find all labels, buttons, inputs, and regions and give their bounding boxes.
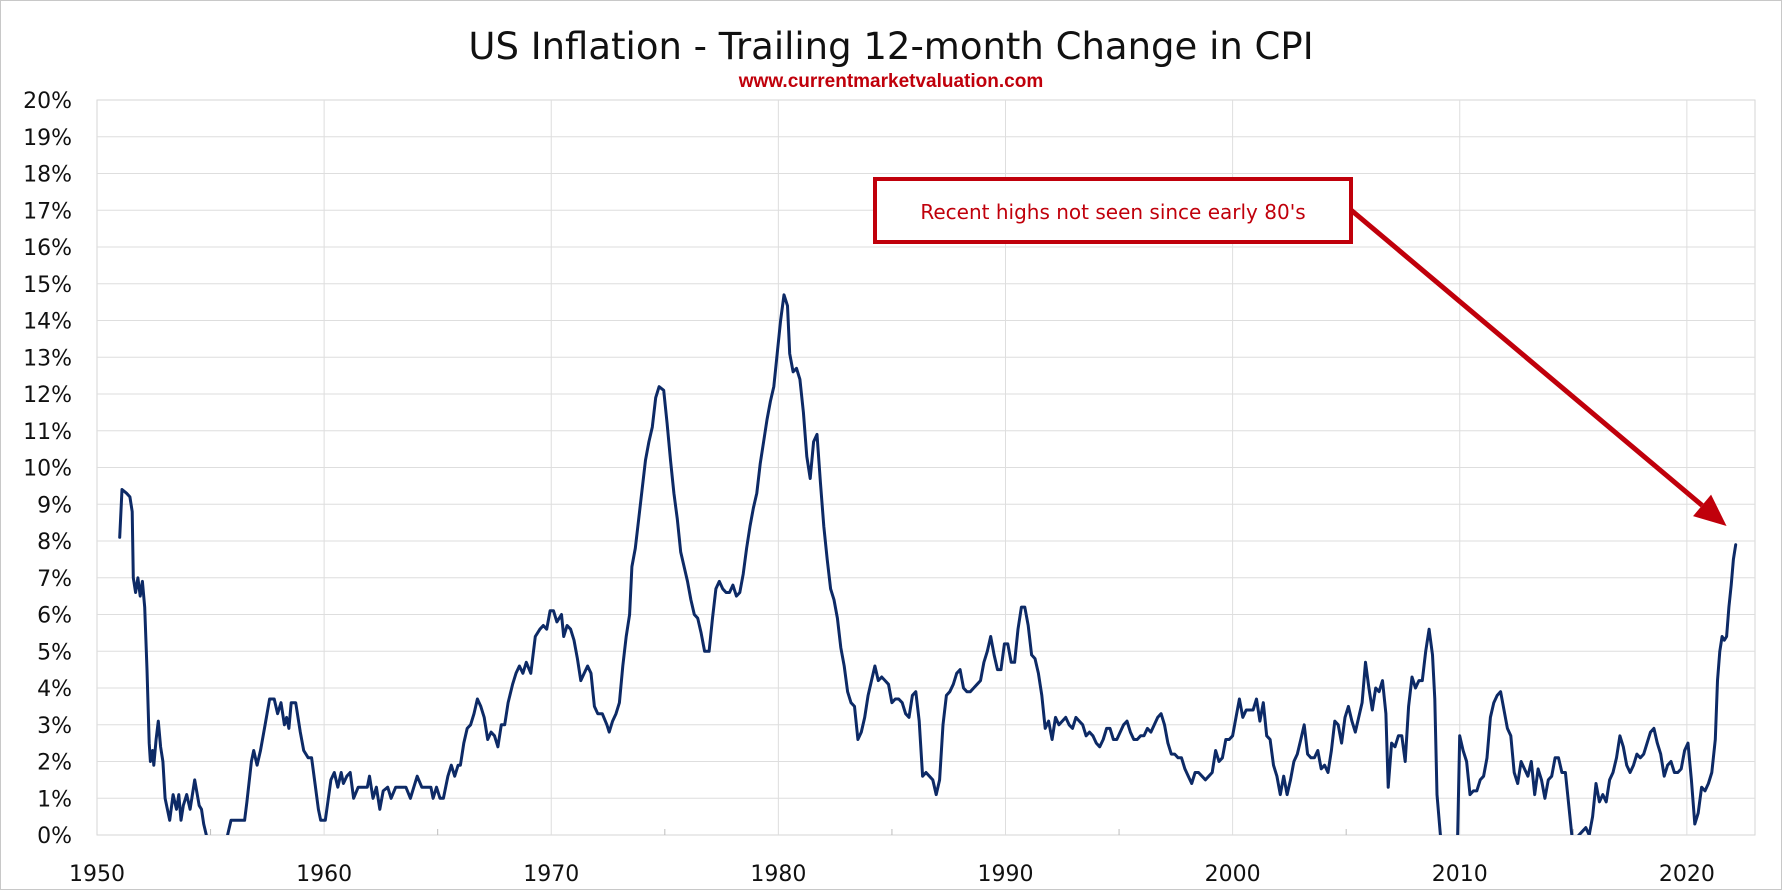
x-tick-label: 1980 xyxy=(750,862,806,887)
cpi-series-line xyxy=(118,293,1738,835)
y-axis: 0% 1% 2% 3% 4% 5% 6% 7% 8% 9% 10% 11% 12% 13% 14% 15% 16… xyxy=(23,89,72,849)
y-tick-label: 14% xyxy=(23,310,72,335)
y-tick-label: 11% xyxy=(23,420,72,445)
y-tick-label: 2% xyxy=(37,751,72,776)
annotation: Recent highs not seen since early 80's xyxy=(873,177,1727,526)
y-tick-label: 3% xyxy=(37,714,72,739)
y-tick-label: 7% xyxy=(37,567,72,592)
x-tick-label: 2010 xyxy=(1432,862,1488,887)
y-tick-label: 15% xyxy=(23,273,72,298)
x-tick-label: 1960 xyxy=(296,862,352,887)
x-tick-label: 1950 xyxy=(69,862,125,887)
x-tick-label: 2020 xyxy=(1659,862,1715,887)
chart-title: US Inflation - Trailing 12-month Change … xyxy=(468,25,1313,68)
y-tick-label: 5% xyxy=(37,640,72,665)
y-tick-label: 1% xyxy=(37,787,72,812)
y-tick-label: 20% xyxy=(23,89,72,114)
annotation-arrow xyxy=(1349,208,1704,508)
y-tick-label: 0% xyxy=(37,824,72,849)
x-tick-label: 1990 xyxy=(977,862,1033,887)
y-tick-label: 9% xyxy=(37,493,72,518)
annotation-arrowhead xyxy=(1693,494,1727,526)
y-tick-label: 4% xyxy=(37,677,72,702)
y-tick-label: 17% xyxy=(23,199,72,224)
y-tick-label: 10% xyxy=(23,457,72,482)
y-tick-label: 8% xyxy=(37,530,72,555)
chart-subtitle: www.currentmarketvaluation.com xyxy=(738,71,1043,92)
y-tick-label: 19% xyxy=(23,126,72,151)
y-tick-label: 12% xyxy=(23,383,72,408)
y-tick-label: 13% xyxy=(23,346,72,371)
x-axis: 1950 1960 1970 1980 1990 2000 2010 2020 xyxy=(69,862,1715,887)
x-tick-label: 2000 xyxy=(1205,862,1261,887)
x-tick-label: 1970 xyxy=(523,862,579,887)
y-tick-label: 6% xyxy=(37,604,72,629)
annotation-text: Recent highs not seen since early 80's xyxy=(920,200,1305,224)
y-tick-label: 16% xyxy=(23,236,72,261)
y-tick-label: 18% xyxy=(23,163,72,188)
